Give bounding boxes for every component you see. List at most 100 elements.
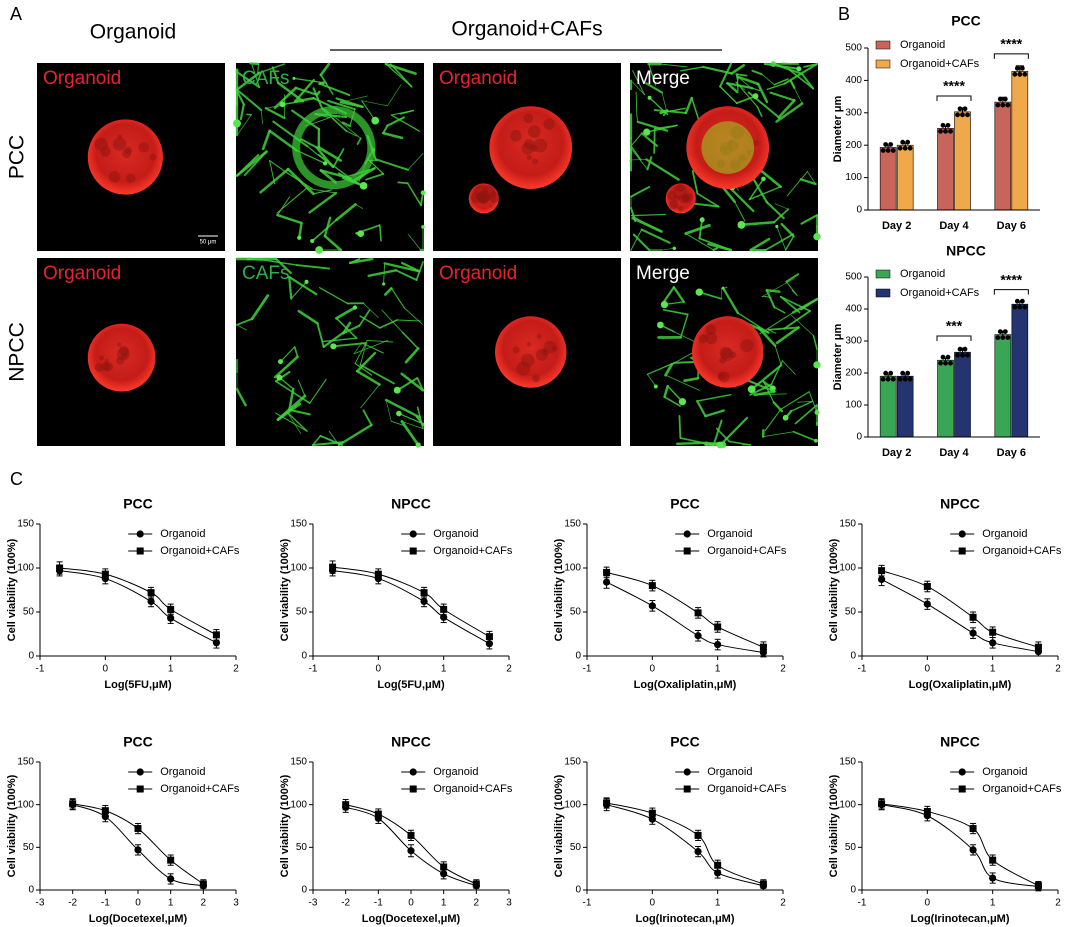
legend-label: Organoid — [707, 528, 752, 540]
y-tick-label: 200 — [845, 140, 862, 151]
marker — [603, 799, 611, 807]
organoid-texture — [510, 129, 522, 142]
caf-fiber — [298, 221, 303, 239]
caf-fiber — [636, 120, 669, 132]
organoid-texture — [126, 173, 136, 183]
caf-fiber — [355, 369, 381, 386]
x-tick-label: 3 — [233, 898, 239, 909]
caf-fiber — [663, 396, 681, 407]
organoid-texture — [752, 140, 759, 147]
caf-fiber — [684, 223, 711, 235]
caf-fiber — [361, 100, 376, 122]
caf-fiber — [632, 70, 645, 96]
y-tick-label: 50 — [570, 842, 582, 853]
caf-fiber — [359, 315, 381, 329]
caf-fiber — [698, 218, 704, 240]
bar — [994, 101, 1012, 211]
chart-title: NPCC — [391, 734, 431, 750]
x-tick-label: -1 — [858, 664, 867, 675]
caf-cell — [420, 190, 426, 196]
caf-fiber — [416, 377, 424, 392]
organoid-texture — [512, 346, 520, 354]
replicate-dot — [888, 370, 894, 376]
x-tick-label: -2 — [341, 898, 350, 909]
replicate-dot — [900, 370, 906, 376]
caf-fiber — [785, 273, 800, 283]
caf-fiber — [780, 391, 810, 410]
caf-fiber — [236, 114, 252, 136]
marker — [714, 861, 722, 869]
legend-label: Organoid+CAFs — [160, 545, 240, 557]
replicate-dot — [1000, 102, 1006, 108]
bar — [954, 351, 971, 438]
caf-fiber — [243, 150, 268, 177]
replicate-dot — [965, 112, 970, 118]
legend-marker — [958, 785, 966, 793]
caf-fiber — [794, 404, 818, 425]
marker — [989, 639, 997, 647]
caf-fiber — [630, 145, 642, 161]
y-tick-label: 150 — [564, 519, 581, 530]
legend-swatch — [875, 288, 891, 298]
organoid-texture — [718, 371, 730, 383]
caf-fiber — [770, 360, 784, 385]
organoid-texture — [116, 342, 122, 347]
caf-cell — [310, 239, 315, 244]
marker — [407, 847, 415, 855]
caf-fiber — [335, 97, 364, 108]
marker — [374, 570, 382, 578]
caf-fiber — [808, 391, 818, 413]
legend-label: Organoid+CAFs — [982, 545, 1062, 557]
caf-fiber — [406, 182, 422, 206]
y-tick-label: 400 — [845, 75, 862, 86]
marker — [603, 568, 611, 576]
caf-cell — [814, 438, 818, 443]
significance-label: **** — [1000, 271, 1022, 287]
x-tick-label: 0 — [650, 898, 656, 909]
caf-cell — [672, 246, 677, 251]
legend-marker — [958, 530, 966, 538]
marker — [714, 869, 722, 877]
marker — [648, 815, 656, 823]
y-tick-label: 150 — [290, 519, 307, 530]
replicate-dot — [955, 112, 960, 118]
caf-fiber — [790, 314, 814, 337]
bar — [994, 334, 1012, 438]
caf-fiber — [236, 88, 263, 112]
legend-marker — [136, 547, 144, 555]
caf-fiber — [737, 75, 760, 86]
bar — [954, 111, 971, 211]
caf-cell — [322, 161, 328, 166]
caf-fiber — [783, 63, 818, 85]
replicate-dot — [902, 145, 908, 151]
x-tick-label: 0 — [376, 664, 382, 675]
x-tick-label: -2 — [68, 898, 77, 909]
legend-label: Organoid+CAFs — [160, 783, 240, 795]
caf-fiber — [355, 204, 364, 209]
caf-cell — [393, 386, 401, 394]
replicate-dot — [885, 148, 891, 153]
caf-fiber — [328, 430, 340, 446]
marker — [648, 602, 656, 610]
caf-fiber — [235, 388, 247, 407]
y-tick-label: 400 — [845, 304, 862, 315]
marker — [714, 623, 722, 631]
caf-fiber — [390, 420, 404, 426]
caf-fiber — [719, 62, 733, 88]
caf-fiber — [756, 105, 763, 118]
caf-fiber — [389, 63, 413, 88]
marker — [878, 575, 886, 584]
marker — [199, 880, 207, 888]
organoid-texture — [149, 153, 157, 161]
caf-fiber — [696, 192, 720, 208]
caf-fiber — [765, 288, 781, 293]
caf-fiber — [712, 419, 723, 446]
caf-fiber — [763, 63, 800, 70]
caf-cell — [796, 66, 802, 72]
significance-bracket — [936, 335, 972, 342]
y-tick-label: 100 — [17, 799, 34, 810]
panel-label: B — [838, 4, 850, 24]
replicate-dot — [907, 145, 913, 151]
marker — [147, 597, 155, 606]
replicate-dot — [997, 96, 1003, 102]
